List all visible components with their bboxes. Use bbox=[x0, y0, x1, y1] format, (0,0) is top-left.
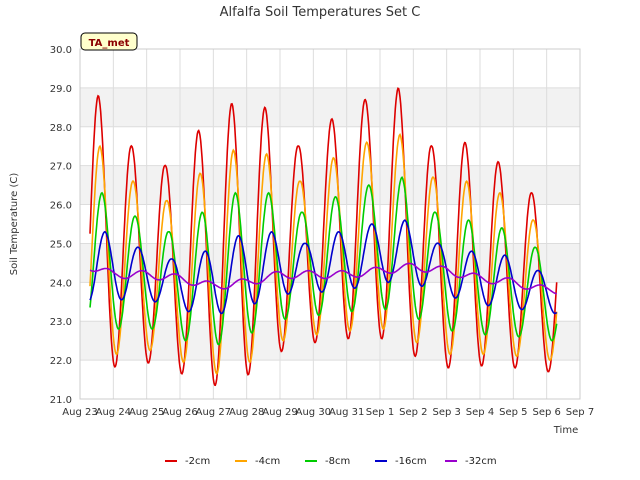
y-tick-label: 21.0 bbox=[50, 395, 72, 406]
y-tick-labels: 21.0 22.0 23.0 24.0 25.0 26.0 27.0 28.0 29.0 30.0 bbox=[50, 45, 72, 406]
y-tick-label: 29.0 bbox=[50, 84, 72, 95]
x-tick-label: Sep 3 bbox=[432, 407, 460, 418]
series-lines bbox=[89, 87, 558, 387]
legend-label: -4cm bbox=[255, 456, 280, 467]
x-tick-label: Sep 7 bbox=[566, 407, 594, 418]
x-tick-label: Sep 5 bbox=[499, 407, 527, 418]
plot-band bbox=[80, 282, 580, 322]
x-tick-label: Aug 26 bbox=[162, 407, 197, 418]
station-badge: TA_met bbox=[80, 32, 138, 51]
x-tick-label: Aug 27 bbox=[196, 407, 231, 418]
y-tick-label: 26.0 bbox=[50, 201, 72, 212]
plot-band bbox=[80, 321, 580, 361]
legend-label: -16cm bbox=[395, 456, 427, 467]
y-tick-label: 23.0 bbox=[50, 317, 72, 328]
legend: -2cm -4cm -8cm -16cm -32cm bbox=[165, 456, 497, 467]
y-tick-label: 24.0 bbox=[50, 278, 72, 289]
x-tick-label: Sep 2 bbox=[399, 407, 427, 418]
plot-band bbox=[80, 360, 580, 399]
x-tick-label: Sep 4 bbox=[466, 407, 494, 418]
x-tick-label: Aug 30 bbox=[296, 407, 331, 418]
x-axis-label: Time bbox=[553, 425, 578, 436]
x-tick-label: Aug 31 bbox=[329, 407, 364, 418]
legend-label: -8cm bbox=[325, 456, 350, 467]
series-line-m4cm bbox=[89, 133, 558, 375]
y-tick-label: 22.0 bbox=[50, 356, 72, 367]
series-line-m16cm bbox=[89, 219, 558, 315]
legend-label: -32cm bbox=[465, 456, 497, 467]
y-tick-label: 27.0 bbox=[50, 162, 72, 173]
plot-band bbox=[80, 87, 580, 127]
chart-title: Alfalfa Soil Temperatures Set C bbox=[220, 5, 421, 20]
x-tick-label: Aug 24 bbox=[96, 407, 131, 418]
series-line-m8cm bbox=[89, 175, 558, 346]
plot-band bbox=[80, 126, 580, 166]
series-line-m32cm bbox=[89, 262, 557, 295]
x-tick-label: Sep 1 bbox=[366, 407, 394, 418]
x-tick-label: Aug 23 bbox=[62, 407, 97, 418]
legend-label: -2cm bbox=[185, 456, 210, 467]
x-tick-label: Sep 6 bbox=[532, 407, 560, 418]
plot-frame bbox=[79, 48, 581, 400]
y-tick-label: 28.0 bbox=[50, 123, 72, 134]
station-badge-label: TA_met bbox=[89, 38, 130, 49]
y-axis-label: Soil Temperature (C) bbox=[9, 173, 20, 276]
x-tick-label: Aug 29 bbox=[262, 407, 297, 418]
x-tick-label: Aug 25 bbox=[129, 407, 164, 418]
x-tick-label: Aug 28 bbox=[229, 407, 264, 418]
plot-band bbox=[80, 49, 580, 88]
y-tick-label: 25.0 bbox=[50, 239, 72, 250]
series-line-m2cm bbox=[89, 87, 558, 387]
y-tick-label: 30.0 bbox=[50, 45, 72, 56]
